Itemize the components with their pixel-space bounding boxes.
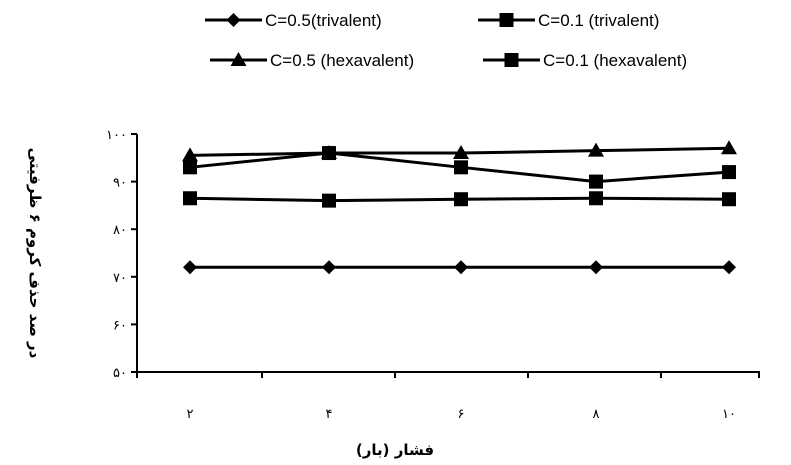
legend-marker-4 (504, 53, 519, 67)
x-tick-label: ۲ (187, 407, 194, 422)
series-markers (182, 140, 737, 275)
data-point-series-2 (454, 160, 468, 175)
data-point-series-4 (722, 192, 736, 207)
data-point-series-3 (182, 147, 198, 162)
y-tick-label: ۹۰ (113, 176, 127, 191)
legend-marker-3 (230, 52, 247, 66)
legend: C=0.5(trivalent) C=0.1 (trivalent) C=0.5 (… (205, 11, 687, 70)
data-point-series-4 (589, 191, 603, 206)
y-axis-title: در صد حذف کروم ۶ ظرفیتی (26, 148, 44, 359)
data-point-series-2 (589, 174, 603, 189)
data-point-series-3 (453, 145, 469, 160)
x-axis-ticks: ۲ ۴ ۶ ۸ ۱۰ (136, 372, 760, 422)
y-tick-label: ۵۰ (113, 366, 127, 381)
legend-marker-1 (226, 13, 241, 27)
legend-marker-2 (499, 13, 514, 27)
data-point-series-1 (722, 260, 736, 275)
data-point-series-3 (721, 140, 737, 155)
data-point-series-2 (183, 160, 197, 175)
legend-label-2: C=0.1 (trivalent) (538, 11, 659, 30)
x-tick-label: ۴ (326, 407, 333, 422)
legend-label-1: C=0.5(trivalent) (265, 11, 382, 30)
data-point-series-3 (588, 142, 604, 157)
data-point-series-1 (454, 260, 468, 275)
x-tick-label: ۸ (593, 407, 600, 422)
y-tick-label: ۶۰ (113, 318, 127, 333)
axes (136, 134, 760, 373)
data-point-series-4 (454, 192, 468, 207)
legend-label-4: C=0.1 (hexavalent) (543, 51, 687, 70)
data-point-series-2 (722, 165, 736, 180)
data-point-series-4 (322, 193, 336, 208)
y-tick-label: ۸۰ (113, 223, 127, 238)
data-point-series-1 (322, 260, 336, 275)
y-tick-label: ۱۰۰ (106, 128, 127, 143)
x-tick-label: ۶ (458, 407, 465, 422)
data-point-series-1 (589, 260, 603, 275)
x-tick-label: ۱۰ (722, 407, 736, 422)
data-point-series-4 (183, 191, 197, 206)
legend-label-3: C=0.5 (hexavalent) (270, 51, 414, 70)
data-point-series-3 (321, 145, 337, 160)
y-axis-ticks: ۵۰ ۶۰ ۷۰ ۸۰ ۹۰ ۱۰۰ (106, 128, 137, 381)
data-point-series-1 (183, 260, 197, 275)
x-axis-title: فشار (بار) (356, 441, 434, 459)
y-tick-label: ۷۰ (113, 271, 127, 286)
